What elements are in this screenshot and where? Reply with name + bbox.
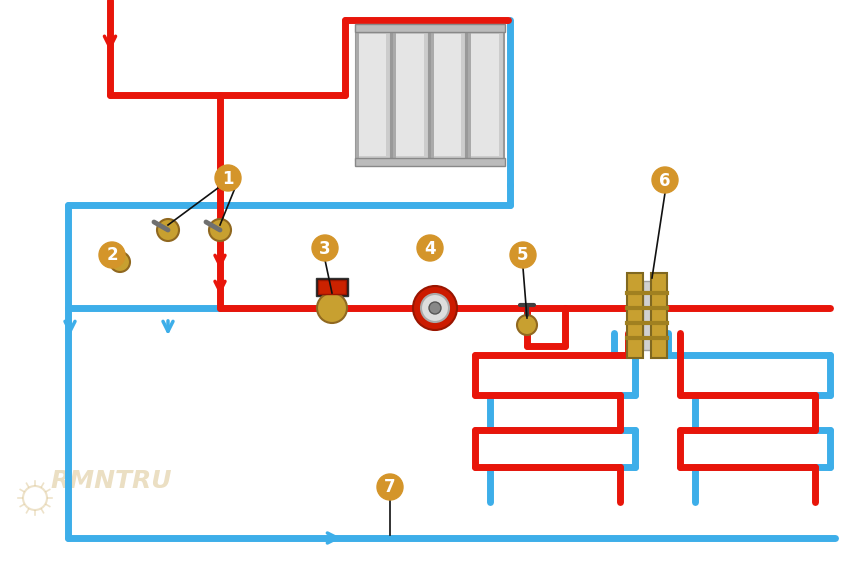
Text: 1: 1 — [222, 169, 234, 187]
Circle shape — [312, 235, 338, 261]
Text: 4: 4 — [424, 239, 436, 258]
Bar — [627, 273, 643, 358]
Bar — [356, 30, 359, 160]
Bar — [468, 30, 472, 160]
Text: 7: 7 — [384, 478, 396, 496]
Circle shape — [417, 235, 443, 261]
Circle shape — [517, 315, 537, 335]
Circle shape — [421, 294, 449, 322]
Circle shape — [99, 242, 125, 268]
Text: RMNTRU: RMNTRU — [50, 469, 172, 493]
Bar — [468, 30, 504, 160]
Bar — [316, 278, 348, 296]
Bar — [431, 30, 434, 160]
Circle shape — [110, 252, 130, 272]
Bar — [356, 30, 392, 160]
Bar — [651, 273, 667, 358]
Bar — [355, 158, 505, 166]
Bar — [359, 34, 387, 156]
Bar — [431, 30, 467, 160]
Circle shape — [317, 293, 347, 323]
Circle shape — [215, 165, 241, 191]
Text: 6: 6 — [660, 171, 671, 190]
Bar — [394, 30, 429, 160]
Text: 2: 2 — [106, 247, 118, 264]
Text: 5: 5 — [518, 247, 529, 264]
Bar — [434, 34, 462, 156]
Bar — [355, 24, 505, 32]
Bar — [318, 280, 346, 294]
Bar — [394, 30, 396, 160]
Circle shape — [377, 474, 403, 500]
Circle shape — [429, 302, 441, 314]
Circle shape — [652, 167, 678, 193]
Text: 3: 3 — [320, 239, 331, 258]
Circle shape — [209, 219, 231, 241]
Circle shape — [510, 242, 536, 268]
Bar — [396, 34, 424, 156]
Bar — [643, 281, 651, 350]
Circle shape — [157, 219, 179, 241]
Bar — [472, 34, 499, 156]
Circle shape — [413, 286, 457, 330]
